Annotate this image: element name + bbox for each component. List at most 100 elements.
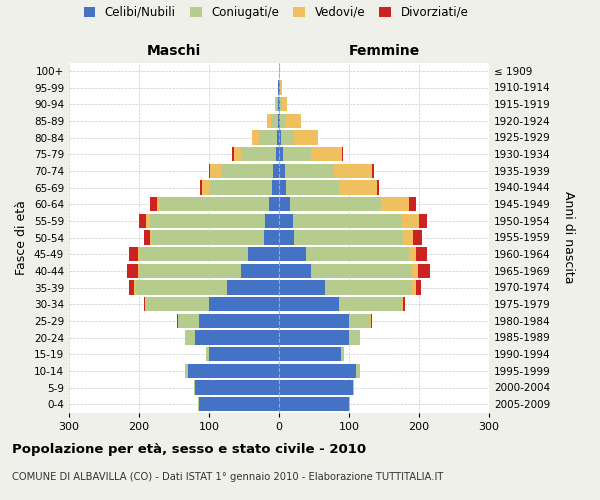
Bar [278,80,279,94]
Bar [139,247,248,261]
Bar [139,214,146,228]
Bar [279,214,293,228]
Bar [198,397,199,411]
Bar [279,180,286,194]
Bar [129,247,137,261]
Bar [199,314,279,328]
Bar [412,280,415,294]
Bar [232,147,233,161]
Bar [279,347,341,361]
Bar [202,180,209,194]
Bar [349,330,359,344]
Bar [248,247,279,261]
Bar [286,114,301,128]
Bar [241,147,275,161]
Bar [279,197,290,211]
Bar [209,164,211,178]
Bar [338,180,377,194]
Bar [134,280,136,294]
Bar [277,130,279,144]
Bar [353,380,354,394]
Bar [221,164,274,178]
Bar [136,280,227,294]
Bar [178,314,199,328]
Bar [149,197,157,211]
Bar [286,180,338,194]
Bar [356,364,359,378]
Bar [185,330,195,344]
Bar [295,230,403,244]
Bar [416,247,427,261]
Bar [415,280,421,294]
Bar [137,264,139,278]
Bar [280,97,282,112]
Bar [128,280,134,294]
Bar [144,297,145,311]
Text: Popolazione per età, sesso e stato civile - 2010: Popolazione per età, sesso e stato civil… [12,442,366,456]
Bar [279,314,349,328]
Bar [209,347,279,361]
Bar [380,197,409,211]
Text: Femmine: Femmine [349,44,419,58]
Bar [401,214,419,228]
Bar [137,247,139,261]
Bar [267,114,271,128]
Legend: Celibi/Nubili, Coniugati/e, Vedovi/e, Divorziati/e: Celibi/Nubili, Coniugati/e, Vedovi/e, Di… [83,6,469,19]
Y-axis label: Anni di nascita: Anni di nascita [562,191,575,284]
Bar [403,230,413,244]
Bar [293,214,401,228]
Bar [272,180,279,194]
Y-axis label: Fasce di età: Fasce di età [16,200,28,275]
Bar [342,147,343,161]
Bar [279,97,280,112]
Bar [144,230,149,244]
Bar [195,380,279,394]
Bar [377,180,379,194]
Bar [279,264,311,278]
Bar [269,197,279,211]
Bar [177,314,178,328]
Bar [185,364,188,378]
Bar [275,147,279,161]
Bar [146,297,209,311]
Bar [419,214,427,228]
Bar [195,330,279,344]
Bar [279,247,305,261]
Bar [279,330,349,344]
Bar [311,147,342,161]
Bar [145,297,146,311]
Bar [279,230,295,244]
Bar [160,197,269,211]
Bar [279,64,280,78]
Bar [279,130,281,144]
Bar [279,147,283,161]
Bar [281,130,294,144]
Bar [290,197,380,211]
Bar [279,364,356,378]
Bar [278,114,279,128]
Bar [371,314,372,328]
Bar [409,247,416,261]
Bar [279,164,284,178]
Bar [283,147,311,161]
Bar [265,214,279,228]
Bar [403,297,405,311]
Bar [241,264,279,278]
Bar [279,114,280,128]
Bar [274,164,279,178]
Bar [279,280,325,294]
Bar [284,164,334,178]
Text: COMUNE DI ALBAVILLA (CO) - Dati ISTAT 1° gennaio 2010 - Elaborazione TUTTITALIA.: COMUNE DI ALBAVILLA (CO) - Dati ISTAT 1°… [12,472,443,482]
Bar [413,230,422,244]
Bar [149,230,152,244]
Bar [271,114,278,128]
Bar [338,297,401,311]
Bar [279,297,338,311]
Bar [127,264,137,278]
Bar [194,380,195,394]
Bar [412,264,418,278]
Bar [253,130,259,144]
Bar [233,147,241,161]
Bar [349,314,370,328]
Bar [275,97,278,112]
